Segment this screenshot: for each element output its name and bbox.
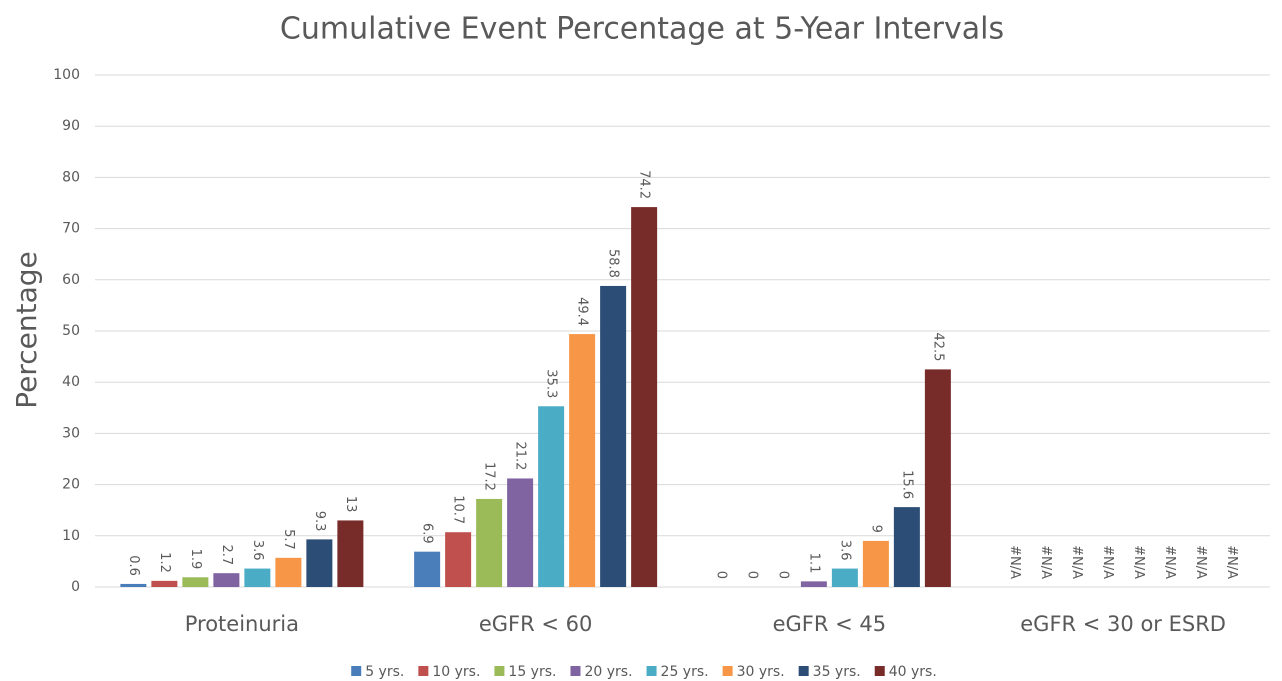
y-tick-label: 30 bbox=[62, 425, 80, 441]
legend-label: 15 yrs. bbox=[508, 664, 556, 680]
value-label: 3.6 bbox=[837, 540, 852, 561]
bar bbox=[337, 520, 364, 587]
y-tick-label: 70 bbox=[62, 221, 80, 237]
value-label: 42.5 bbox=[930, 332, 945, 361]
bar bbox=[800, 581, 827, 587]
x-tick-label: eGFR < 30 or ESRD bbox=[1020, 612, 1226, 636]
legend-swatch bbox=[646, 666, 657, 676]
y-tick-label: 60 bbox=[62, 272, 80, 288]
bar bbox=[120, 583, 147, 587]
value-label: 3.6 bbox=[250, 540, 265, 561]
bar bbox=[414, 551, 441, 587]
value-label: 1.9 bbox=[188, 549, 203, 570]
value-label: 1.2 bbox=[157, 552, 172, 573]
bar bbox=[445, 532, 472, 587]
legend-swatch bbox=[874, 666, 885, 676]
value-label: 2.7 bbox=[219, 544, 234, 565]
bar bbox=[538, 406, 565, 587]
value-label: 0 bbox=[744, 571, 759, 579]
legend-label: 25 yrs. bbox=[661, 664, 709, 680]
value-label: 0 bbox=[713, 571, 728, 579]
legend-label: 20 yrs. bbox=[584, 664, 632, 680]
bar bbox=[631, 207, 658, 587]
value-label: #N/A bbox=[1007, 545, 1022, 579]
value-label: #N/A bbox=[1131, 545, 1146, 579]
y-tick-label: 0 bbox=[71, 579, 80, 595]
y-tick-label: 50 bbox=[62, 323, 80, 339]
value-label: 0 bbox=[775, 571, 790, 579]
value-label: #N/A bbox=[1100, 545, 1115, 579]
value-label: #N/A bbox=[1162, 545, 1177, 579]
value-label: 35.3 bbox=[544, 369, 559, 398]
value-label: 58.8 bbox=[606, 249, 621, 278]
legend-label: 40 yrs. bbox=[889, 664, 937, 680]
bar bbox=[476, 498, 503, 587]
bar bbox=[182, 577, 209, 587]
legend-label: 5 yrs. bbox=[365, 664, 404, 680]
value-label: 9.3 bbox=[312, 511, 327, 532]
chart-title: Cumulative Event Percentage at 5-Year In… bbox=[280, 12, 1004, 47]
bar bbox=[244, 568, 271, 587]
value-label: 15.6 bbox=[899, 470, 914, 499]
legend-label: 10 yrs. bbox=[432, 664, 480, 680]
legend-swatch bbox=[418, 666, 429, 676]
bar bbox=[569, 334, 596, 587]
bar bbox=[306, 539, 333, 587]
x-tick-label: Proteinuria bbox=[185, 612, 299, 636]
value-label: 21.2 bbox=[513, 442, 528, 471]
value-label: #N/A bbox=[1038, 545, 1053, 579]
x-tick-label: eGFR < 60 bbox=[479, 612, 593, 636]
x-tick-label: eGFR < 45 bbox=[773, 612, 887, 636]
legend-label: 35 yrs. bbox=[813, 664, 861, 680]
bar bbox=[600, 285, 627, 587]
bar bbox=[507, 478, 534, 587]
value-label: 10.7 bbox=[451, 495, 466, 524]
value-label: #N/A bbox=[1224, 545, 1239, 579]
value-label: 6.9 bbox=[420, 523, 435, 544]
y-tick-label: 90 bbox=[62, 118, 80, 134]
value-label: #N/A bbox=[1193, 545, 1208, 579]
bar bbox=[213, 573, 240, 587]
bar bbox=[862, 540, 889, 587]
value-label: 0.6 bbox=[126, 555, 141, 576]
legend-swatch bbox=[570, 666, 581, 676]
y-axis-title: Percentage bbox=[10, 251, 43, 409]
value-label: 1.1 bbox=[806, 553, 821, 574]
value-label: 5.7 bbox=[281, 529, 296, 550]
value-label: 49.4 bbox=[575, 297, 590, 326]
bar bbox=[151, 580, 178, 587]
value-label: 13 bbox=[343, 496, 358, 513]
legend-swatch bbox=[798, 666, 809, 676]
value-label: 17.2 bbox=[482, 462, 497, 491]
y-tick-label: 100 bbox=[53, 67, 80, 83]
value-label: #N/A bbox=[1069, 545, 1084, 579]
y-tick-label: 40 bbox=[62, 374, 80, 390]
legend-label: 30 yrs. bbox=[737, 664, 785, 680]
bar bbox=[893, 507, 920, 587]
y-tick-label: 20 bbox=[62, 477, 80, 493]
legend-swatch bbox=[722, 666, 733, 676]
legend-swatch bbox=[351, 666, 362, 676]
legend-swatch bbox=[494, 666, 505, 676]
value-label: 74.2 bbox=[637, 170, 652, 199]
legend: 5 yrs. 10 yrs. 15 yrs. 20 yrs. 25 yrs. 30 yrs… bbox=[351, 664, 937, 680]
bar bbox=[924, 369, 951, 587]
y-tick-label: 80 bbox=[62, 169, 80, 185]
bar bbox=[831, 568, 858, 587]
y-tick-label: 10 bbox=[62, 528, 80, 544]
bar bbox=[275, 557, 302, 587]
value-label: 9 bbox=[868, 525, 883, 533]
